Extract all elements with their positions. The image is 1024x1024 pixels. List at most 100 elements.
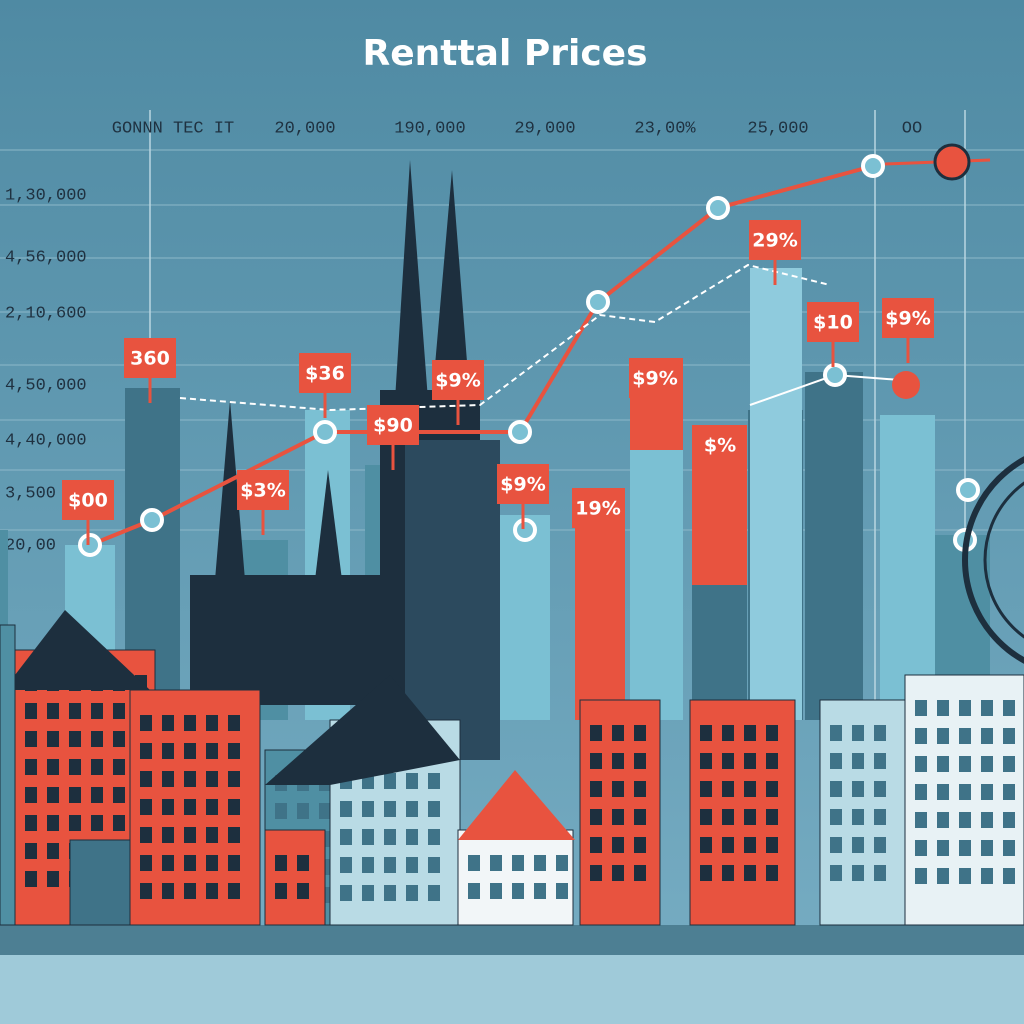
window: [937, 840, 949, 856]
window: [512, 855, 524, 871]
window: [590, 781, 602, 797]
window: [340, 801, 352, 817]
window: [852, 865, 864, 881]
window: [384, 801, 396, 817]
window: [744, 781, 756, 797]
window: [206, 827, 218, 843]
window: [852, 837, 864, 853]
window: [915, 868, 927, 884]
marker: [508, 420, 532, 444]
window: [297, 803, 309, 819]
marker: [140, 508, 164, 532]
top-label: 29,000: [514, 119, 575, 138]
window: [140, 883, 152, 899]
window: [228, 855, 240, 871]
window: [959, 868, 971, 884]
window: [340, 857, 352, 873]
top-label: 25,000: [747, 119, 808, 138]
window: [406, 773, 418, 789]
window: [852, 753, 864, 769]
window: [1003, 784, 1015, 800]
window: [362, 857, 374, 873]
window: [766, 753, 778, 769]
marker: [513, 518, 537, 542]
window: [915, 784, 927, 800]
window: [722, 837, 734, 853]
top-label: 23,00%: [634, 119, 696, 138]
spire: [432, 170, 470, 400]
window: [206, 855, 218, 871]
window: [700, 837, 712, 853]
window: [981, 812, 993, 828]
window: [700, 865, 712, 881]
window: [162, 715, 174, 731]
window: [275, 883, 287, 899]
window: [47, 871, 59, 887]
window: [590, 753, 602, 769]
window: [1003, 840, 1015, 856]
window: [384, 773, 396, 789]
bar: [692, 585, 747, 720]
window: [228, 827, 240, 843]
window: [722, 753, 734, 769]
bar: [805, 372, 863, 720]
window: [830, 837, 842, 853]
tag: [299, 353, 351, 393]
window: [69, 787, 81, 803]
window: [744, 753, 756, 769]
bar: [630, 450, 683, 720]
window: [634, 753, 646, 769]
window: [766, 809, 778, 825]
side-label: 4,50,000: [5, 376, 87, 395]
window: [140, 715, 152, 731]
window: [340, 885, 352, 901]
window: [91, 703, 103, 719]
window: [206, 883, 218, 899]
top-label: 20,000: [274, 119, 335, 138]
window: [981, 700, 993, 716]
tag-label: 360: [130, 348, 170, 370]
window: [634, 837, 646, 853]
tag: [497, 464, 549, 504]
window: [25, 843, 37, 859]
spire: [315, 470, 342, 580]
window: [874, 837, 886, 853]
window: [766, 837, 778, 853]
window: [766, 725, 778, 741]
window: [634, 865, 646, 881]
side-label: 1,30,000: [5, 186, 87, 205]
window: [830, 781, 842, 797]
window: [959, 812, 971, 828]
window: [937, 728, 949, 744]
window: [113, 787, 125, 803]
window: [362, 829, 374, 845]
window: [25, 731, 37, 747]
window: [612, 753, 624, 769]
marker: [861, 154, 885, 178]
window: [959, 784, 971, 800]
window: [612, 781, 624, 797]
window: [937, 700, 949, 716]
window: [91, 759, 103, 775]
window: [69, 731, 81, 747]
window: [228, 883, 240, 899]
window: [140, 827, 152, 843]
window: [206, 799, 218, 815]
window: [1003, 756, 1015, 772]
window: [981, 840, 993, 856]
marker: [892, 371, 920, 399]
building: [457, 829, 574, 926]
window: [852, 809, 864, 825]
tag: [629, 358, 681, 398]
window: [69, 759, 81, 775]
window: [722, 725, 734, 741]
tag-label: $36: [305, 363, 345, 385]
window: [468, 883, 480, 899]
window: [428, 801, 440, 817]
window: [140, 743, 152, 759]
window: [766, 865, 778, 881]
window: [700, 809, 712, 825]
window: [830, 753, 842, 769]
tag: [237, 470, 289, 510]
ferris-wheel: [962, 456, 1024, 664]
